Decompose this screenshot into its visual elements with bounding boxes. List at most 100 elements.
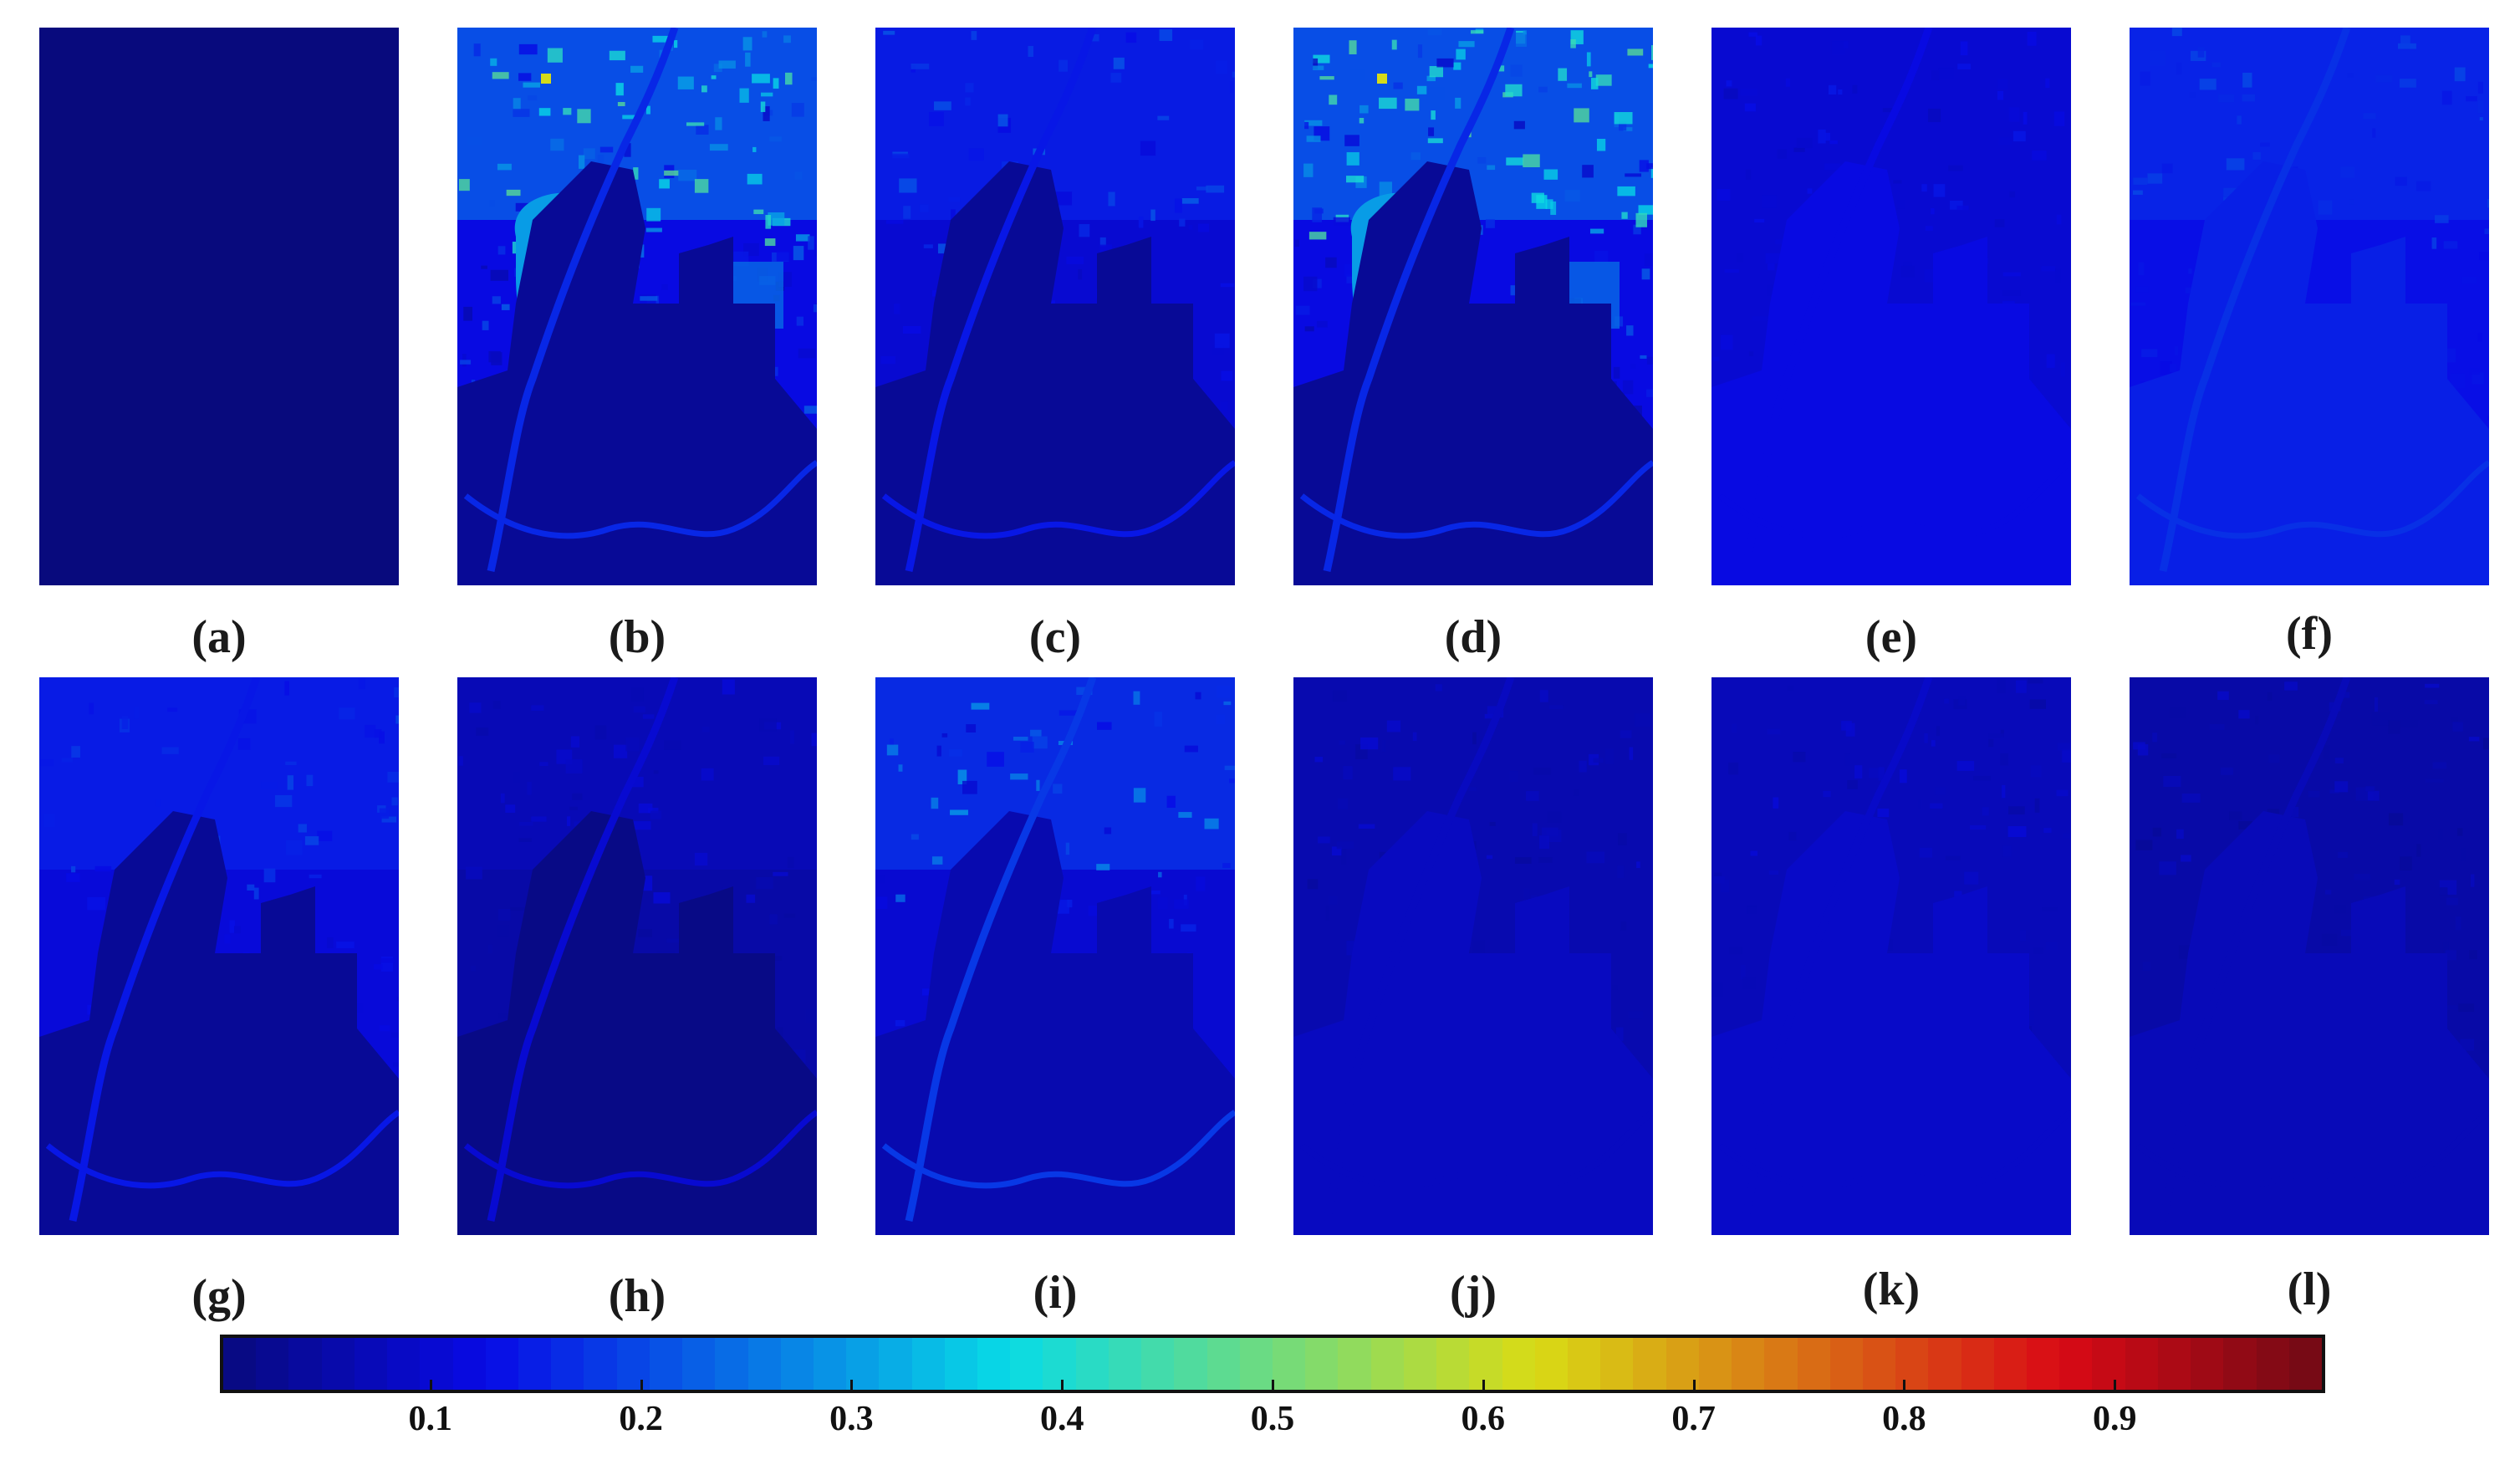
- texture-patch: [1166, 795, 1176, 808]
- texture-patch: [752, 74, 770, 84]
- texture-patch: [1028, 45, 1033, 57]
- texture-patch: [2445, 950, 2456, 961]
- texture-patch: [2291, 807, 2299, 818]
- texture-patch: [1542, 827, 1558, 836]
- colorbar-tick: [1061, 1380, 1064, 1390]
- texture-patch: [2458, 1003, 2475, 1013]
- texture-patch: [1133, 788, 1146, 803]
- texture-patch: [2133, 177, 2148, 185]
- texture-patch: [1125, 32, 1137, 43]
- texture-patch: [902, 325, 921, 334]
- texture-patch: [1456, 48, 1466, 60]
- texture-patch: [304, 836, 319, 845]
- texture-patch: [506, 189, 521, 197]
- texture-patch: [2484, 228, 2489, 235]
- lower-river-channel: [1717, 1110, 2071, 1189]
- texture-patch: [1532, 823, 1538, 836]
- texture-patch: [1750, 850, 1758, 856]
- texture-patch: [71, 865, 76, 873]
- texture-patch: [2020, 930, 2026, 942]
- map-panel-a: [39, 28, 399, 585]
- texture-patch: [2032, 151, 2047, 161]
- texture-patch: [1729, 947, 1742, 955]
- texture-patch: [1824, 132, 1830, 141]
- colorbar-segment: [682, 1338, 716, 1390]
- texture-patch: [1487, 165, 1496, 171]
- texture-patch: [2477, 100, 2483, 114]
- texture-patch: [1793, 147, 1805, 152]
- texture-patch: [2431, 237, 2437, 249]
- texture-patch: [715, 117, 722, 130]
- texture-patch: [814, 244, 817, 257]
- texture-patch: [1346, 176, 1365, 183]
- texture-patch: [1767, 728, 1781, 735]
- texture-patch: [1919, 847, 1932, 858]
- texture-patch: [469, 702, 482, 713]
- texture-patch: [2338, 851, 2348, 858]
- texture-patch: [1531, 192, 1544, 203]
- texture-patch: [2349, 199, 2355, 205]
- texture-patch: [898, 764, 903, 772]
- texture-patch: [1337, 798, 1349, 809]
- texture-patch: [790, 730, 794, 744]
- texture-patch: [2324, 890, 2332, 895]
- texture-patch: [1232, 71, 1235, 78]
- texture-patch: [663, 740, 681, 750]
- texture-patch: [1828, 84, 1837, 94]
- texture-patch: [599, 146, 614, 153]
- texture-patch: [2211, 62, 2222, 68]
- texture-patch: [482, 320, 489, 330]
- texture-patch: [284, 681, 289, 696]
- texture-patch: [1824, 163, 1841, 171]
- texture-patch: [922, 988, 931, 996]
- texture-patch: [1622, 380, 1634, 395]
- texture-patch: [1175, 198, 1182, 213]
- colorbar-segment: [256, 1338, 289, 1390]
- texture-patch: [2260, 142, 2270, 147]
- texture-patch: [497, 925, 509, 937]
- colorbar-segment: [944, 1338, 978, 1390]
- colorbar-tick-label: 0.6: [1461, 1400, 1506, 1438]
- texture-patch: [1714, 875, 1725, 884]
- texture-patch: [1393, 82, 1403, 89]
- colorbar-tick-label: 0.1: [408, 1400, 453, 1438]
- texture-patch: [1010, 773, 1028, 780]
- texture-patch: [2223, 187, 2239, 197]
- texture-patch: [920, 204, 929, 212]
- texture-patch: [1059, 710, 1078, 716]
- texture-patch: [2169, 364, 2177, 372]
- texture-patch: [2045, 78, 2050, 89]
- colorbar-segment: [813, 1338, 847, 1390]
- texture-patch: [539, 762, 548, 767]
- panel-label-c: (c): [1028, 611, 1082, 663]
- river-channel: [2159, 28, 2351, 572]
- texture-patch: [1754, 218, 1765, 223]
- texture-patch: [1386, 720, 1400, 732]
- texture-patch: [1316, 320, 1328, 328]
- texture-patch: [1196, 186, 1208, 191]
- texture-patch: [2030, 765, 2042, 778]
- texture-patch: [1410, 152, 1421, 161]
- texture-patch: [2318, 200, 2333, 215]
- texture-patch: [121, 716, 129, 729]
- texture-patch: [1711, 983, 1723, 998]
- texture-patch: [609, 50, 625, 61]
- map-image-g: [39, 677, 399, 1235]
- texture-patch: [1412, 732, 1417, 742]
- texture-patch: [498, 1013, 508, 1019]
- texture-patch: [567, 816, 571, 826]
- texture-patch: [463, 306, 472, 321]
- texture-patch: [1724, 268, 1739, 273]
- texture-patch: [885, 220, 904, 224]
- texture-patch: [1829, 140, 1838, 145]
- texture-patch: [1065, 842, 1070, 855]
- texture-patch: [1997, 678, 2006, 694]
- colorbar-segment: [1305, 1338, 1339, 1390]
- map-image-b: [457, 28, 817, 585]
- map-panel-k: [1711, 677, 2071, 1235]
- texture-patch: [1933, 184, 1946, 197]
- texture-patch: [1190, 39, 1204, 50]
- colorbar-tick-label: 0.5: [1250, 1400, 1295, 1438]
- texture-patch: [2053, 111, 2065, 126]
- texture-patch: [650, 810, 661, 819]
